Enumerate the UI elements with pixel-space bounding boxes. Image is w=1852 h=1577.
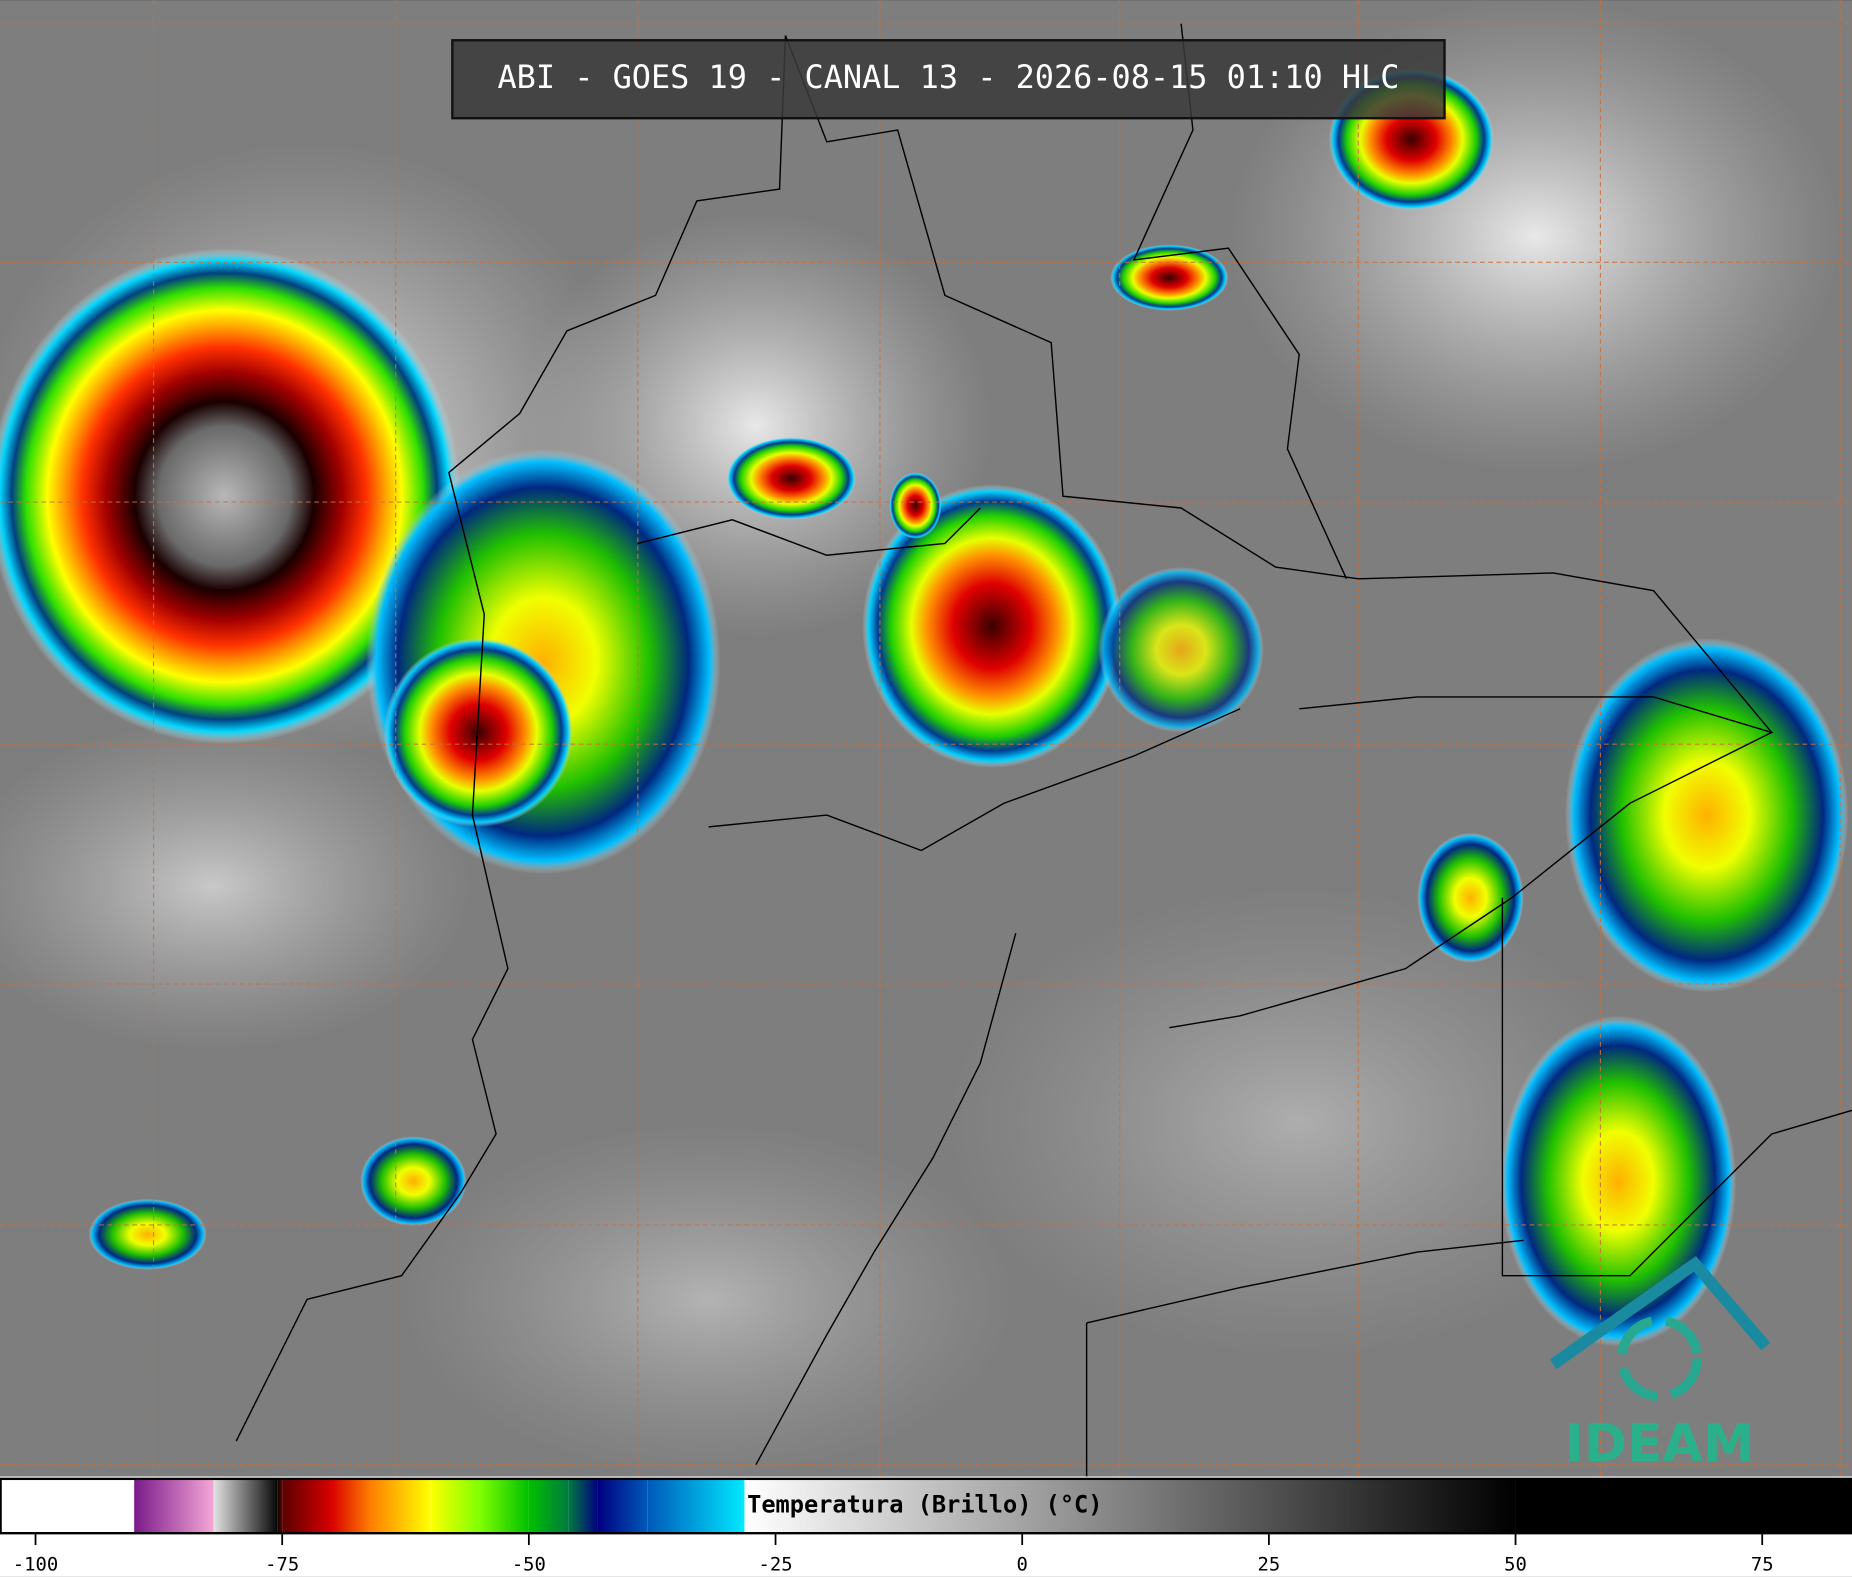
tick-label: -50	[512, 1554, 546, 1576]
colorbar-segment	[1515, 1478, 1852, 1534]
colorbar-segment	[597, 1478, 648, 1534]
colorbar-segment	[528, 1478, 569, 1534]
tick-label: -25	[758, 1554, 792, 1576]
title-box: ABI - GOES 19 - CANAL 13 - 2026-08-15 01…	[451, 39, 1446, 120]
tick-label: 50	[1504, 1554, 1527, 1576]
colorbar-segment	[430, 1478, 480, 1534]
logo-text: IDEAM	[1565, 1414, 1755, 1474]
colorbar-segment	[214, 1478, 278, 1534]
logo: IDEAM	[1549, 1255, 1771, 1474]
colorbar-segment	[647, 1478, 744, 1534]
tick-label: 0	[1017, 1554, 1028, 1576]
colorbar-segment	[744, 1478, 1516, 1534]
colorbar-segment	[277, 1478, 283, 1534]
colorbar-segment	[370, 1478, 431, 1534]
colorbar-segment	[331, 1478, 371, 1534]
colorbar-segment	[134, 1478, 214, 1534]
imagery	[0, 0, 1852, 1477]
colorbar-segment	[0, 1478, 135, 1534]
tick-label: -75	[265, 1554, 299, 1576]
tick-label: -100	[13, 1554, 58, 1576]
colorbar-segment	[213, 1478, 215, 1534]
graticule	[0, 0, 1852, 1477]
tick-label: 25	[1258, 1554, 1281, 1576]
colorbar-label: Temperatura (Brillo) (°C)	[747, 1491, 1102, 1519]
colorbar-segment	[479, 1478, 529, 1534]
title: ABI - GOES 19 - CANAL 13 - 2026-08-15 01…	[497, 58, 1399, 96]
tick-label: 75	[1751, 1554, 1774, 1576]
colorbar-segment	[743, 1478, 745, 1534]
colorbar-segment	[282, 1478, 332, 1534]
borders	[235, 23, 1852, 1477]
colorbar-segment	[568, 1478, 598, 1534]
colorbar: Temperatura (Brillo) (°C) -100 -75 -50 -25 0 2…	[0, 1476, 1852, 1577]
